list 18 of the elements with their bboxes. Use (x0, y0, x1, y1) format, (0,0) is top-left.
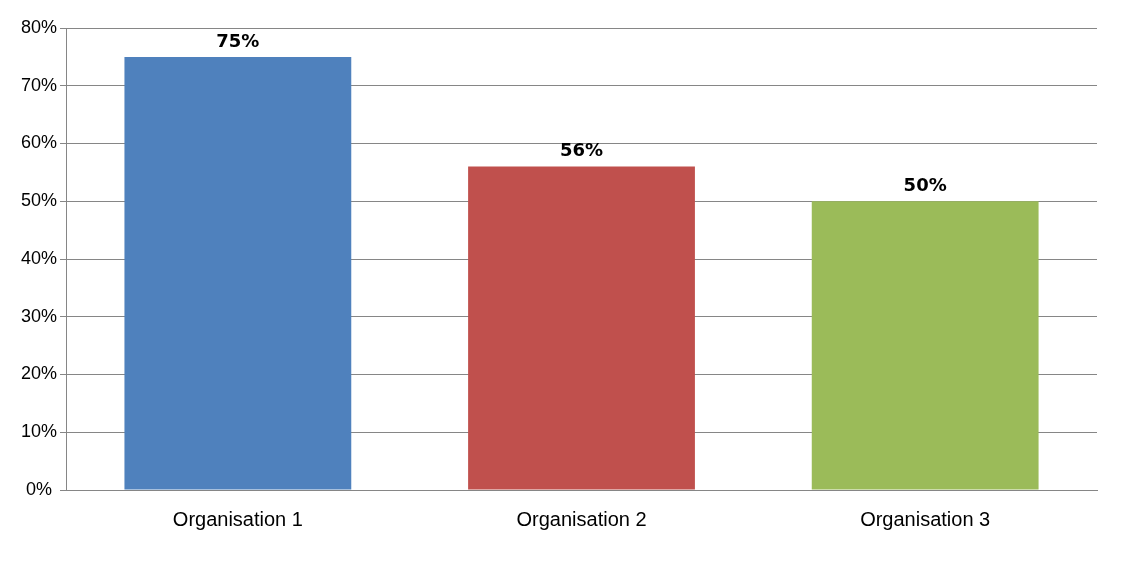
y-tick-label: 60% (21, 132, 58, 153)
bar (468, 166, 695, 490)
x-tick-label: Organisation 2 (516, 507, 647, 530)
y-tick-label: 70% (21, 74, 58, 95)
x-tick-label: Organisation 3 (860, 507, 991, 530)
y-tick-label: 0% (26, 478, 53, 499)
y-tick-label: 30% (21, 305, 58, 326)
data-label: 75% (216, 29, 260, 51)
x-tick-label: Organisation 1 (172, 507, 303, 530)
data-label: 50% (903, 173, 947, 195)
y-tick-label: 80% (21, 16, 58, 37)
y-tick-label: 50% (21, 190, 58, 211)
y-tick-label: 40% (21, 247, 58, 268)
bar (124, 56, 352, 490)
y-tick-label: 20% (21, 363, 58, 384)
y-tick-label: 10% (21, 421, 58, 442)
data-label: 56% (559, 139, 604, 161)
bar (811, 201, 1039, 490)
